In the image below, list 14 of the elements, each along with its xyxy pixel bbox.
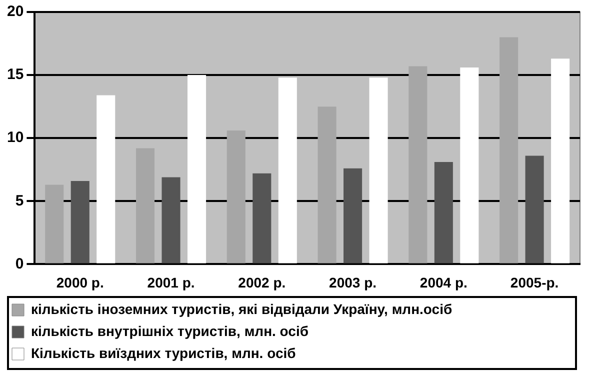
y-tick-label: 10 <box>6 129 24 146</box>
x-tick-label: 2002 р. <box>238 274 286 290</box>
y-tick-label: 20 <box>6 3 24 20</box>
x-tick-label: 2003 р. <box>329 274 377 290</box>
x-tick-label: 2000 р. <box>56 274 104 290</box>
legend-label: Кількість виїздних туристів, млн. осіб <box>31 344 296 361</box>
legend-label: кількість іноземних туристів, які відвідали Україну, млн.осіб <box>31 300 452 317</box>
y-tick-label: 15 <box>6 66 24 84</box>
x-tick-label: 2001 р. <box>147 274 195 290</box>
y-tick-label: 5 <box>15 192 24 210</box>
x-tick-label: 2004 р. <box>420 274 468 290</box>
legend-label: кількість внутрішніх туристів, млн. осіб <box>31 322 309 339</box>
x-tick-label: 2005-р. <box>510 274 559 290</box>
y-tick-label: 0 <box>15 255 24 272</box>
